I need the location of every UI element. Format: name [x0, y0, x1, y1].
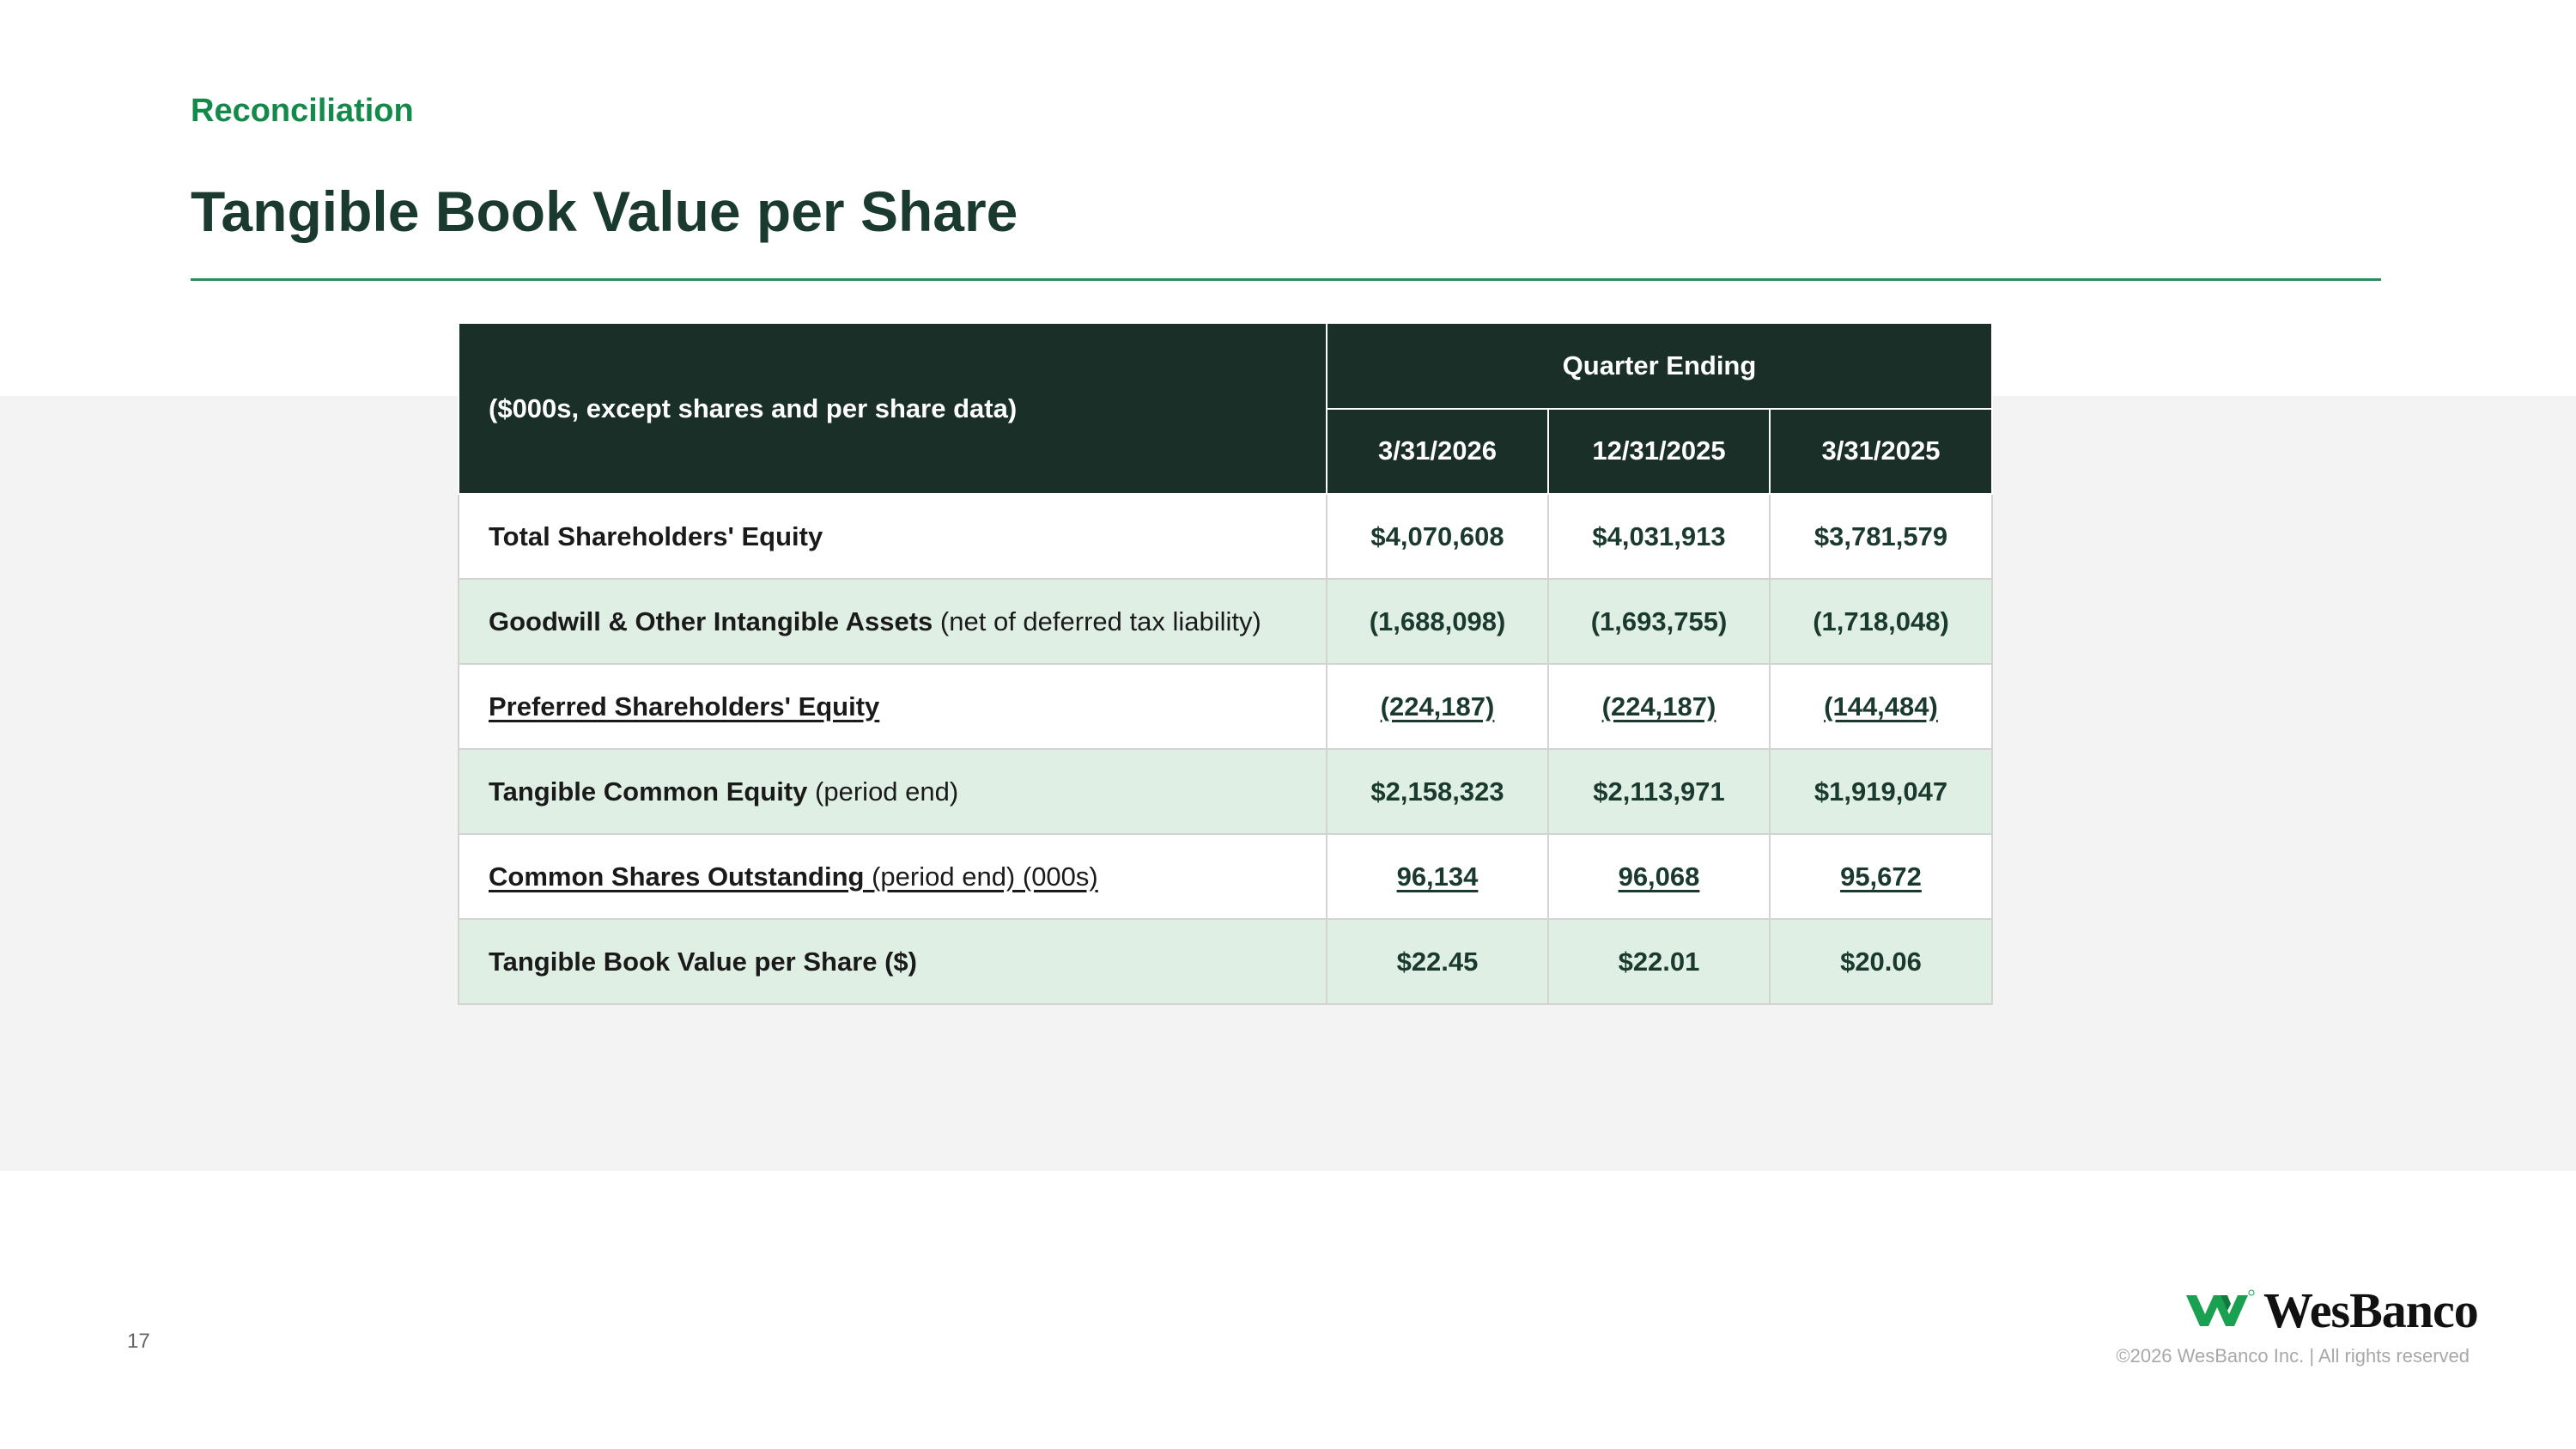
- row-label: Tangible Book Value per Share ($): [458, 918, 1327, 1005]
- row-label: Tangible Common Equity (period end): [458, 748, 1327, 835]
- column-header-q1-2026: 3/31/2026: [1326, 407, 1549, 495]
- table-cell: (224,187): [1547, 663, 1771, 750]
- row-label: Common Shares Outstanding (period end) (…: [458, 833, 1327, 920]
- table-cell-value: (144,484): [1824, 691, 1938, 721]
- column-header-q1-2025: 3/31/2025: [1769, 407, 1993, 495]
- copyright-notice: ©2026 WesBanco Inc. | All rights reserve…: [2116, 1345, 2470, 1367]
- table-cell: (1,693,755): [1547, 578, 1771, 665]
- table-cell: $2,158,323: [1326, 748, 1549, 835]
- table-date-header-row: 3/31/2026 12/31/2025 3/31/2025: [459, 407, 1993, 495]
- quarter-ending-header: Quarter Ending: [1326, 322, 1993, 410]
- table-corner-label: ($000s, except shares and per share data…: [458, 322, 1327, 495]
- table-cell: $20.06: [1769, 918, 1993, 1005]
- table-row-goodwill-intangibles: Goodwill & Other Intangible Assets (net …: [458, 578, 1993, 665]
- table-cell: $22.01: [1547, 918, 1771, 1005]
- row-label-bold: Total Shareholders' Equity: [489, 521, 823, 551]
- row-label-bold: Tangible Common Equity: [489, 776, 808, 807]
- table-cell: (224,187): [1326, 663, 1549, 750]
- column-header-q4-2025: 12/31/2025: [1547, 407, 1771, 495]
- table-cell: $4,070,608: [1326, 493, 1549, 580]
- row-label: Goodwill & Other Intangible Assets (net …: [458, 578, 1327, 665]
- wesbanco-logo: WesBanco: [2186, 1282, 2479, 1338]
- table-row-tangible-common-equity: Tangible Common Equity (period end) $2,1…: [458, 748, 1993, 835]
- section-eyebrow: Reconciliation: [191, 93, 414, 129]
- table-cell: $1,919,047: [1769, 748, 1993, 835]
- row-label-bold: Common Shares Outstanding: [489, 861, 865, 892]
- table-cell: $22.45: [1326, 918, 1549, 1005]
- table-cell: $2,113,971: [1547, 748, 1771, 835]
- table-cell-value: 96,134: [1396, 861, 1479, 892]
- table-header-row: ($000s, except shares and per share data…: [458, 322, 1993, 495]
- table-cell: (144,484): [1769, 663, 1993, 750]
- table-cell-value: (224,187): [1601, 691, 1716, 721]
- table-cell: $3,781,579: [1769, 493, 1993, 580]
- table-row-tangible-book-value-per-share: Tangible Book Value per Share ($) $22.45…: [458, 918, 1993, 1005]
- reconciliation-table: ($000s, except shares and per share data…: [458, 322, 1993, 1005]
- row-label-note: (period end): [807, 776, 959, 807]
- wesbanco-wordmark: WesBanco: [2263, 1282, 2479, 1338]
- table-cell: (1,718,048): [1769, 578, 1993, 665]
- table-cell-value: (224,187): [1380, 691, 1495, 721]
- title-divider: [191, 278, 2381, 281]
- table-row-total-shareholders-equity: Total Shareholders' Equity $4,070,608 $4…: [458, 493, 1993, 580]
- row-label-note: (net of deferred tax liability): [933, 606, 1261, 636]
- row-label: Preferred Shareholders' Equity: [458, 663, 1327, 750]
- table-row-common-shares-outstanding: Common Shares Outstanding (period end) (…: [458, 833, 1993, 920]
- table-cell: 95,672: [1769, 833, 1993, 920]
- wesbanco-logo-mark-icon: [2186, 1289, 2255, 1326]
- table-cell: 96,068: [1547, 833, 1771, 920]
- row-label: Total Shareholders' Equity: [458, 493, 1327, 580]
- row-label-bold: Preferred Shareholders' Equity: [489, 691, 880, 721]
- page-title: Tangible Book Value per Share: [191, 180, 1018, 243]
- table-cell-value: 95,672: [1840, 861, 1922, 892]
- table-cell-value: 96,068: [1618, 861, 1700, 892]
- table-cell: 96,134: [1326, 833, 1549, 920]
- row-label-bold: Goodwill & Other Intangible Assets: [489, 606, 933, 636]
- table-cell: (1,688,098): [1326, 578, 1549, 665]
- row-label-note: (period end) (000s): [864, 861, 1098, 892]
- page-number: 17: [127, 1330, 150, 1353]
- table-cell: $4,031,913: [1547, 493, 1771, 580]
- table-row-preferred-equity: Preferred Shareholders' Equity (224,187)…: [458, 663, 1993, 750]
- row-label-bold: Tangible Book Value per Share ($): [489, 946, 917, 977]
